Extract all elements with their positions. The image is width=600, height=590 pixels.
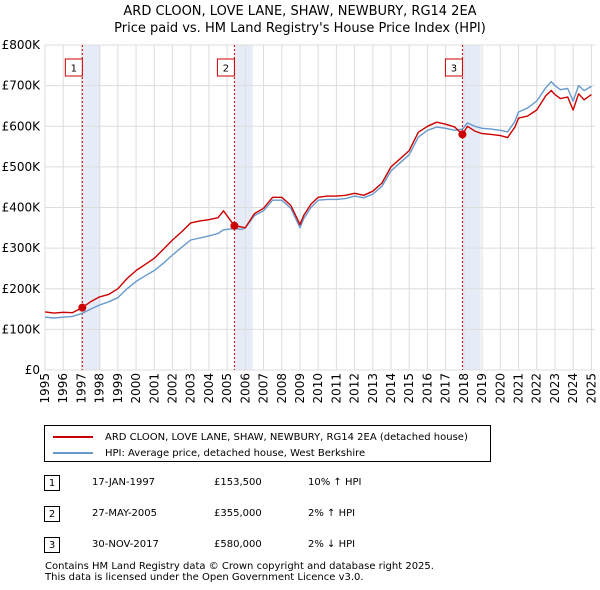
x-tick-label: 2013 <box>366 373 380 404</box>
x-axis: 1995 1996 1997 1998 1999 2000 2001 2002 2003 2004… <box>38 373 598 404</box>
sale-point <box>458 130 467 139</box>
y-tick-label: £100K <box>2 322 42 336</box>
x-tick-label: 2015 <box>402 373 416 404</box>
x-tick-label: 2005 <box>220 373 234 404</box>
y-tick-label: £0 <box>25 363 40 377</box>
x-tick-label: 2024 <box>566 373 580 404</box>
legend: ARD CLOON, LOVE LANE, SHAW, NEWBURY, RG1… <box>44 425 491 462</box>
y-tick-label: £400K <box>2 201 42 215</box>
y-axis: £0 £100K £200K £300K £400K £500K £600K £700K £80… <box>2 38 42 377</box>
x-tick-label: 2014 <box>384 373 398 404</box>
sale-marker-box <box>216 58 235 77</box>
y-tick-label: £200K <box>2 282 42 296</box>
x-tick-label: 2022 <box>530 373 544 404</box>
x-tick-label: 2017 <box>439 373 453 404</box>
sale-hpi-change: 2% ↑ HPI <box>308 508 356 519</box>
x-tick-label: 2021 <box>512 373 526 404</box>
legend-label-hpi: HPI: Average price, detached house, West… <box>105 447 366 459</box>
x-tick-label: 2012 <box>348 373 362 404</box>
hpi-line <box>44 80 592 319</box>
legend-label-property: ARD CLOON, LOVE LANE, SHAW, NEWBURY, RG1… <box>105 431 468 443</box>
sale-marker-label: 3 <box>451 64 457 75</box>
x-tick-label: 2009 <box>293 373 307 404</box>
sale-price: £153,500 <box>214 477 262 488</box>
x-tick-label: 2011 <box>329 373 343 404</box>
y-tick-label: £500K <box>2 160 42 174</box>
grid-lines <box>44 44 595 371</box>
legend-item-property: ARD CLOON, LOVE LANE, SHAW, NEWBURY, RG1… <box>53 429 468 445</box>
x-tick-label: 2000 <box>129 373 143 404</box>
x-tick-label: 1999 <box>111 373 125 404</box>
x-tick-label: 1997 <box>74 373 88 404</box>
chart-subtitle: Price paid vs. HM Land Registry's House … <box>114 21 486 36</box>
x-tick-label: 1996 <box>56 373 70 404</box>
x-tick-label: 2019 <box>475 373 489 404</box>
x-tick-label: 2010 <box>311 373 325 404</box>
footer: Contains HM Land Registry data © Crown c… <box>45 561 434 583</box>
sale-markers: 1 2 3 <box>64 58 463 77</box>
y-tick-label: £300K <box>2 241 42 255</box>
x-tick-label: 2004 <box>202 373 216 404</box>
sale-marker-box <box>64 58 83 77</box>
x-tick-label: 2001 <box>147 373 161 404</box>
sale-point <box>78 303 87 312</box>
x-tick-label: 2008 <box>275 373 289 404</box>
sale-row: 1 17-JAN-1997 £153,500 10% ↑ HPI <box>44 475 444 493</box>
sale-date: 30-NOV-2017 <box>92 539 159 550</box>
legend-swatch-property <box>53 436 93 438</box>
sale-number: 1 <box>44 475 60 491</box>
chart-title: ARD CLOON, LOVE LANE, SHAW, NEWBURY, RG1… <box>123 4 476 19</box>
footer-copyright: Contains HM Land Registry data © Crown c… <box>45 561 434 572</box>
y-tick-label: £700K <box>2 79 42 93</box>
x-tick-label: 2002 <box>165 373 179 404</box>
x-tick-label: 2016 <box>420 373 434 404</box>
x-tick-label: 2023 <box>548 373 562 404</box>
x-tick-label: 1995 <box>38 373 52 404</box>
sale-points <box>78 130 467 312</box>
x-tick-label: 2020 <box>493 373 507 404</box>
sale-price: £580,000 <box>214 539 262 550</box>
series-lines <box>44 80 592 319</box>
sale-point <box>230 221 239 230</box>
sale-date: 17-JAN-1997 <box>92 477 156 488</box>
y-tick-label: £600K <box>2 119 42 133</box>
x-tick-label: 2007 <box>257 373 271 404</box>
legend-swatch-hpi <box>53 452 93 454</box>
sale-marker-label: 1 <box>71 64 77 75</box>
x-tick-label: 2025 <box>584 373 598 404</box>
sale-marker-box <box>444 58 463 77</box>
y-tick-label: £800K <box>2 38 42 52</box>
property-price-line <box>44 89 592 314</box>
chart: ARD CLOON, LOVE LANE, SHAW, NEWBURY, RG1… <box>2 4 599 404</box>
sale-number: 2 <box>44 506 60 522</box>
sale-hpi-change: 10% ↑ HPI <box>308 477 362 488</box>
sale-price: £355,000 <box>214 508 262 519</box>
sale-date: 27-MAY-2005 <box>92 508 158 519</box>
sale-marker-label: 2 <box>223 64 229 75</box>
sale-row: 3 30-NOV-2017 £580,000 2% ↓ HPI <box>44 537 444 555</box>
sale-row: 2 27-MAY-2005 £355,000 2% ↑ HPI <box>44 506 444 524</box>
sale-number: 3 <box>44 537 60 553</box>
x-tick-label: 1998 <box>93 373 107 404</box>
legend-item-hpi: HPI: Average price, detached house, West… <box>53 445 365 461</box>
x-tick-label: 2006 <box>238 373 252 404</box>
x-tick-label: 2003 <box>184 373 198 404</box>
x-tick-label: 2018 <box>457 373 471 404</box>
footer-licence: This data is licensed under the Open Gov… <box>45 572 364 583</box>
sale-hpi-change: 2% ↓ HPI <box>308 539 356 550</box>
